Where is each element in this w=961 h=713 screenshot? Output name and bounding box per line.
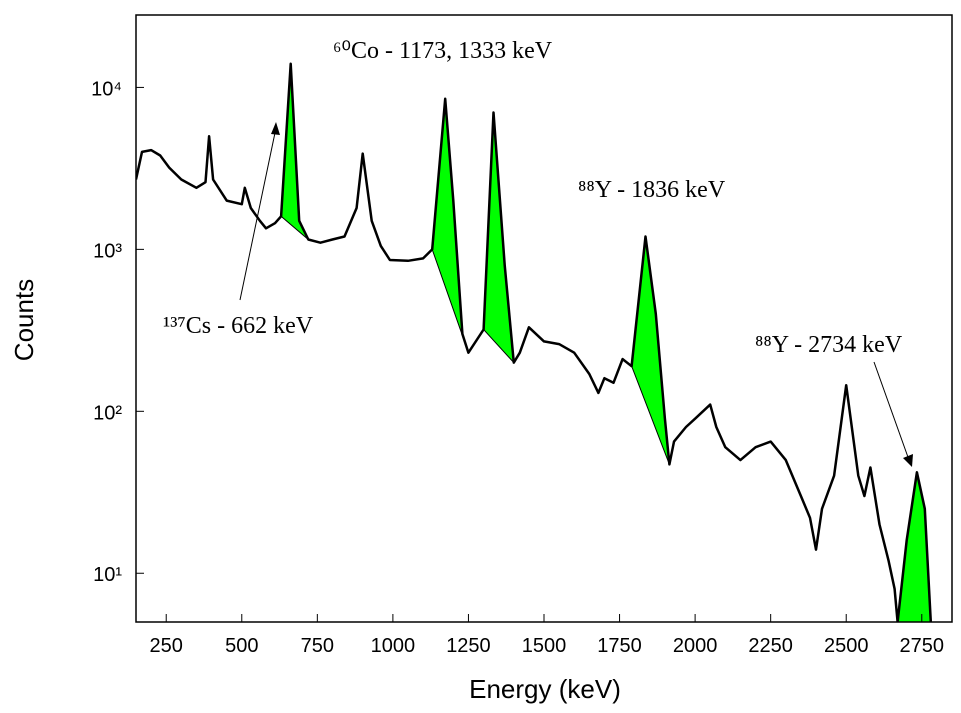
arrow-head — [271, 122, 280, 135]
x-tick-label: 500 — [225, 635, 258, 657]
y-tick-label: 10¹ — [93, 564, 122, 586]
x-tick-label: 2250 — [748, 635, 793, 657]
x-tick-label: 1500 — [522, 635, 567, 657]
x-tick-label: 2500 — [824, 635, 869, 657]
arrow — [873, 361, 910, 461]
y-tick-label: 10⁴ — [91, 78, 122, 100]
annotation: ¹³⁷Cs - 662 keV — [163, 313, 314, 339]
y-tick-label: 10² — [93, 402, 122, 424]
y-tick-label: 10³ — [93, 240, 122, 262]
x-tick-label: 250 — [150, 635, 183, 657]
spectrum-line — [136, 62, 933, 622]
plot-area — [136, 62, 933, 622]
arrow-head — [903, 454, 913, 467]
x-tick-label: 1250 — [446, 635, 491, 657]
annotation: ⁶⁰Co - 1173, 1333 keV — [333, 38, 553, 64]
x-tick-label: 2750 — [900, 635, 945, 657]
annotation: ⁸⁸Y - 1836 keV — [578, 177, 726, 203]
arrow — [239, 127, 277, 301]
x-tick-label: 750 — [301, 635, 334, 657]
x-axis-label: Energy (keV) — [469, 674, 621, 704]
x-tick-label: 2000 — [673, 635, 718, 657]
x-tick-label: 1000 — [371, 635, 416, 657]
x-tick-label: 1750 — [597, 635, 642, 657]
annotation: ⁸⁸Y - 2734 keV — [755, 332, 903, 358]
y-axis-label: Counts — [9, 279, 39, 361]
highlight-region — [431, 98, 469, 353]
